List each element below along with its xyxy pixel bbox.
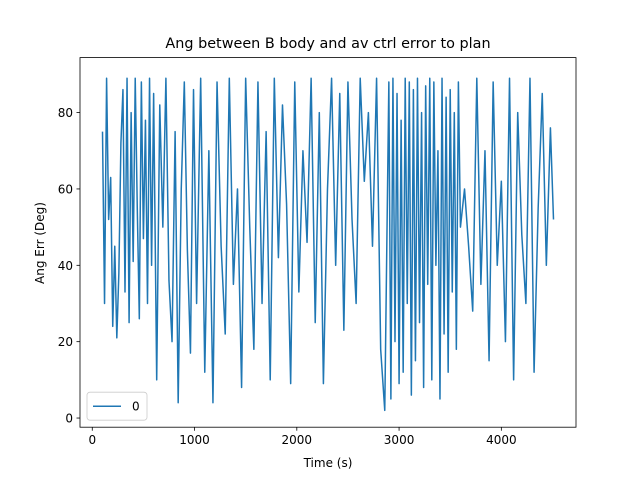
x-tick-label: 3000 (384, 433, 415, 447)
y-tick-label: 40 (58, 259, 73, 273)
y-tick-label: 0 (65, 412, 73, 426)
y-tick-label: 80 (58, 106, 73, 120)
x-tick-label: 1000 (179, 433, 210, 447)
legend-label: 0 (132, 400, 140, 414)
x-tick-label: 4000 (486, 433, 517, 447)
data-line (101, 77, 555, 412)
y-tick-label: 20 (58, 335, 73, 349)
chart-title: Ang between B body and av ctrl error to … (165, 36, 490, 52)
x-tick-label: 0 (88, 433, 96, 447)
x-tick-label: 2000 (282, 433, 313, 447)
x-axis-label: Time (s) (303, 456, 353, 470)
y-tick-label: 60 (58, 182, 73, 196)
y-axis-label: Ang Err (Deg) (33, 202, 47, 284)
plot-frame (79, 57, 577, 428)
